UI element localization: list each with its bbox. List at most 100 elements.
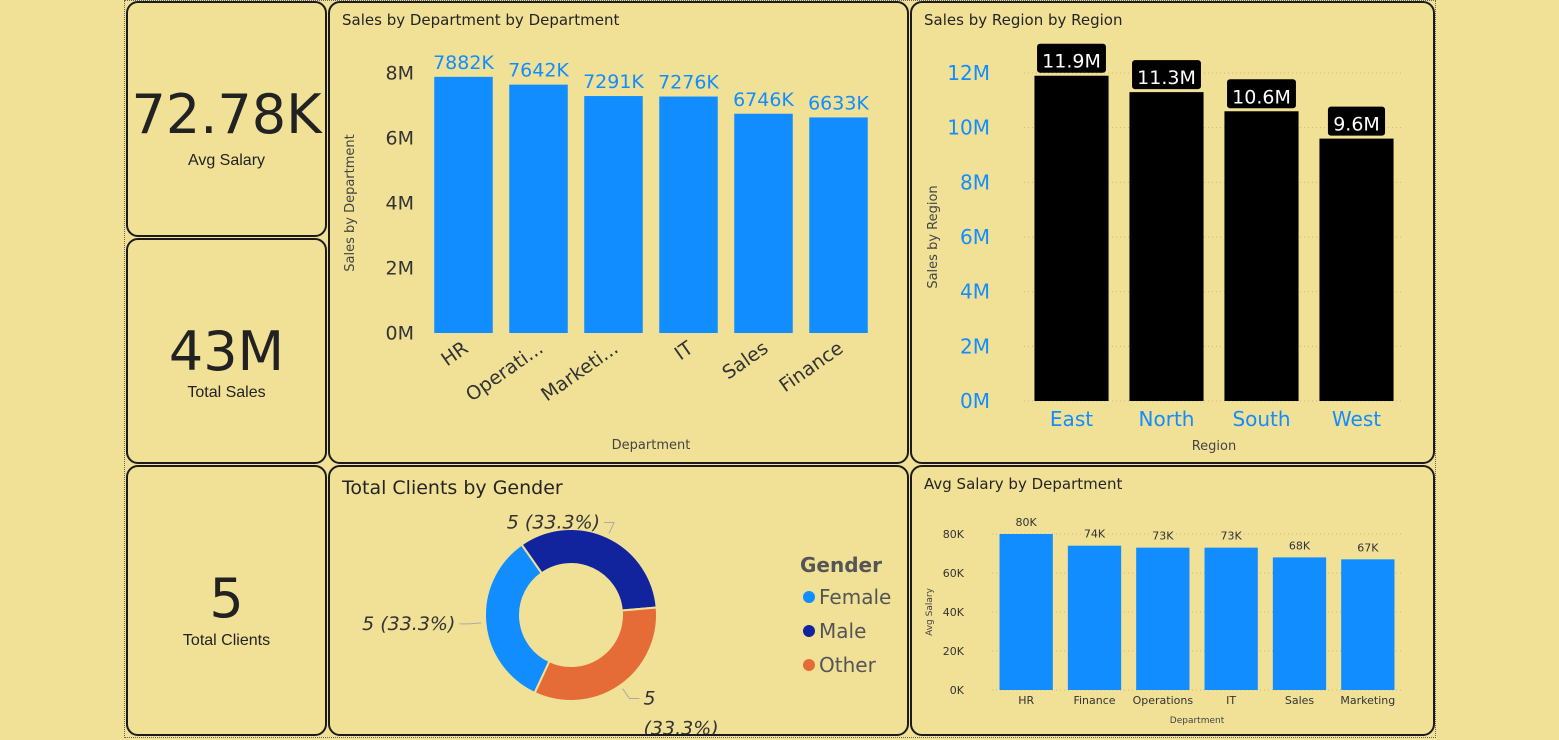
data-label: 74K	[1084, 528, 1106, 541]
kpi-card-total-sales[interactable]: 43M Total Sales	[126, 238, 327, 464]
y-tick-label: 2M	[960, 334, 990, 358]
legend-item[interactable]: Female	[819, 585, 891, 609]
y-axis-title: Avg Salary	[925, 587, 935, 635]
x-tick-label: Finance	[775, 337, 847, 397]
data-label-box	[1227, 79, 1296, 109]
x-tick-label: East	[1050, 407, 1093, 431]
y-tick-label: 8M	[386, 63, 414, 85]
y-tick-label: 4M	[386, 193, 414, 215]
x-axis-title: Department	[612, 438, 691, 453]
bar[interactable]	[1034, 75, 1109, 401]
kpi-card-total-clients[interactable]: 5 Total Clients	[126, 465, 327, 736]
leader-line	[622, 688, 640, 700]
data-label-box	[1327, 106, 1386, 136]
x-tick-label: HR	[437, 337, 472, 371]
data-label: 7642K	[508, 60, 569, 82]
x-tick-label: IT	[1226, 694, 1236, 707]
y-tick-label: 2M	[386, 258, 414, 280]
y-tick-label: 6M	[960, 225, 990, 249]
chart-card-sales-by-department[interactable]: Sales by Department by Department 0M 2M 4M…	[328, 1, 909, 464]
legend-item[interactable]: Male	[819, 619, 866, 643]
kpi-card-avg-salary[interactable]: 72.78K Avg Salary	[126, 1, 327, 237]
y-axis-title: Sales by Department	[343, 134, 358, 271]
chart-title: Sales by Region by Region	[924, 11, 1123, 29]
data-label: 6633K	[808, 92, 869, 114]
bar[interactable]	[999, 534, 1053, 690]
data-label: 73K	[1221, 530, 1243, 543]
kpi-label: Total Sales	[187, 384, 266, 401]
x-tick-label: West	[1332, 407, 1381, 431]
kpi-value: 72.78K	[131, 83, 322, 146]
clients-by-gender-donut: 5 (33.3%) 5 (33.3%) 5 (33.3%) Gender Female Ma…	[362, 512, 891, 734]
data-label: 5 (33.3%)	[644, 688, 719, 734]
bar[interactable]	[1319, 138, 1394, 401]
sales-by-region-chart: 0M 2M 4M 6M 8M 10M 12M 11.9M East 11.3M North 10.6M…	[926, 43, 1404, 454]
chart-card-avg-salary-by-department[interactable]: Avg Salary by Department 0K 20K 40K 60K 80K 8…	[910, 465, 1435, 736]
y-axis-title: Sales by Region	[926, 185, 941, 288]
y-tick-label: 0M	[386, 323, 414, 345]
x-tick-label: HR	[1018, 694, 1034, 707]
legend-item[interactable]: Other	[819, 653, 877, 677]
chart-title: Sales by Department by Department	[342, 11, 620, 29]
data-label: 6746K	[733, 89, 794, 111]
bar[interactable]	[1224, 111, 1299, 402]
kpi-value: 5	[209, 567, 244, 630]
kpi-label: Avg Salary	[187, 152, 266, 169]
report-canvas	[124, 0, 1436, 738]
bar[interactable]	[1067, 545, 1122, 690]
sales-by-department-chart: 0M 2M 4M 6M 8M 7882K HR 7642K Operati... 7291K Mar…	[343, 52, 869, 453]
avg-salary-by-department-chart: 0K 20K 40K 60K 80K 80K HR 74K Finance 73K Operatio…	[925, 516, 1402, 726]
y-tick-label: 40K	[943, 606, 965, 619]
bar[interactable]	[1129, 92, 1204, 401]
chart-card-sales-by-region[interactable]: Sales by Region by Region 0M 2M 4M 6M 8M 10M 1…	[910, 1, 1435, 464]
bar[interactable]	[434, 76, 493, 334]
chart-title: Total Clients by Gender	[342, 477, 563, 499]
y-tick-label: 80K	[943, 528, 965, 541]
leader-line	[459, 622, 482, 625]
y-tick-label: 60K	[943, 567, 965, 580]
legend-marker[interactable]	[803, 659, 815, 671]
kpi-label: Total Clients	[182, 632, 271, 649]
donut-slice[interactable]	[484, 543, 551, 695]
y-tick-label: 20K	[943, 645, 965, 658]
data-label: 67K	[1357, 541, 1379, 554]
data-label: 7882K	[433, 52, 494, 74]
legend-marker[interactable]	[803, 591, 815, 603]
x-tick-label: Operations	[1133, 694, 1194, 707]
bar[interactable]	[1204, 547, 1258, 690]
y-tick-label: 8M	[960, 170, 990, 194]
data-label: 7276K	[658, 72, 719, 94]
x-tick-label: North	[1139, 407, 1195, 431]
data-label: 5 (33.3%)	[507, 512, 600, 534]
x-tick-label: Operati...	[462, 337, 548, 406]
data-label: 9.6M	[1333, 114, 1380, 136]
y-tick-label: 4M	[960, 280, 990, 304]
y-tick-label: 12M	[947, 61, 990, 85]
y-tick-label: 10M	[947, 116, 990, 140]
data-label: 11.9M	[1042, 51, 1101, 73]
donut-slice[interactable]	[533, 606, 658, 702]
data-label: 68K	[1289, 539, 1311, 552]
bar[interactable]	[809, 117, 868, 334]
bar[interactable]	[659, 96, 718, 333]
y-tick-label: 0M	[960, 389, 990, 413]
x-tick-label: Finance	[1073, 694, 1115, 707]
bar[interactable]	[1136, 547, 1190, 690]
leader-line	[604, 522, 615, 534]
bar[interactable]	[509, 84, 568, 333]
legend-title: Gender	[800, 553, 882, 577]
bar[interactable]	[734, 113, 793, 333]
legend-marker[interactable]	[803, 625, 815, 637]
bar[interactable]	[1341, 559, 1395, 690]
chart-card-clients-by-gender[interactable]: Total Clients by Gender 5 (33.3%) 5 (33.3…	[328, 465, 909, 736]
kpi-value: 43M	[168, 320, 285, 383]
x-tick-label: IT	[671, 337, 698, 365]
x-tick-label: Marketi...	[537, 337, 622, 406]
data-label: 10.6M	[1232, 86, 1291, 108]
y-tick-label: 6M	[386, 128, 414, 150]
bar[interactable]	[584, 96, 643, 333]
x-tick-label: Sales	[718, 337, 772, 384]
x-tick-label: South	[1232, 407, 1290, 431]
bar[interactable]	[1272, 557, 1327, 690]
donut-slice[interactable]	[520, 528, 658, 612]
